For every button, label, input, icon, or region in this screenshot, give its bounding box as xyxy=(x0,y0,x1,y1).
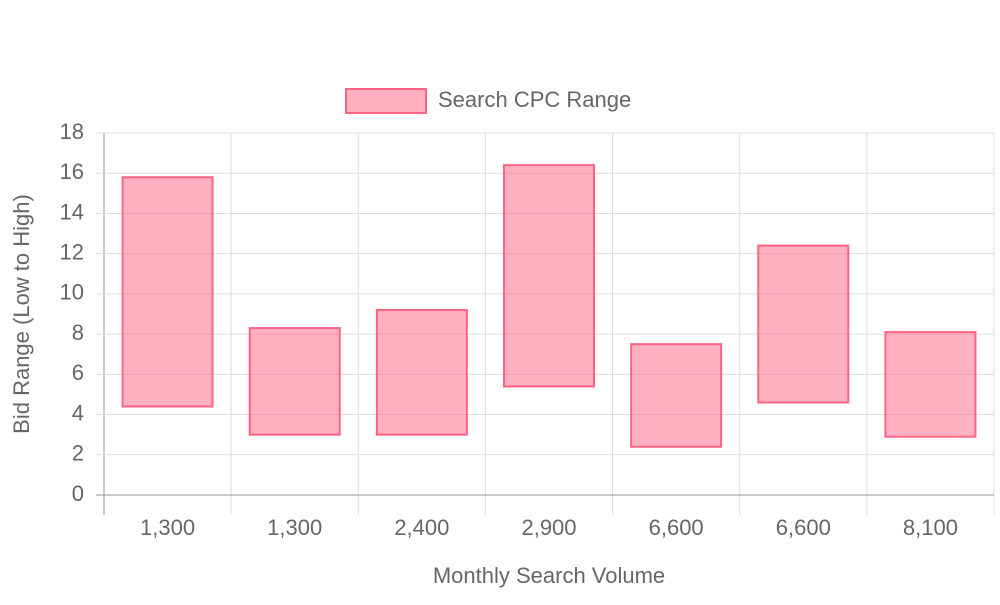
y-tick-label: 6 xyxy=(72,360,84,385)
bar xyxy=(248,327,341,436)
bar xyxy=(884,331,977,438)
x-tick-label: 6,600 xyxy=(649,515,704,540)
y-tick-label: 16 xyxy=(60,159,84,184)
y-tick-label: 18 xyxy=(60,119,84,144)
x-tick-label: 2,400 xyxy=(394,515,449,540)
x-tick-label: 8,100 xyxy=(903,515,958,540)
x-tick-label: 6,600 xyxy=(776,515,831,540)
y-tick-label: 4 xyxy=(72,400,84,425)
bar xyxy=(757,244,850,404)
x-tick-label: 1,300 xyxy=(140,515,195,540)
legend-label: Search CPC Range xyxy=(438,87,631,112)
x-axis-title: Monthly Search Volume xyxy=(433,563,665,588)
y-tick-label: 10 xyxy=(60,280,84,305)
bar xyxy=(121,176,214,408)
y-tick-label: 0 xyxy=(72,481,84,506)
y-tick-label: 12 xyxy=(60,239,84,264)
y-axis-title: Bid Range (Low to High) xyxy=(9,194,34,434)
x-tick-label: 1,300 xyxy=(267,515,322,540)
bar xyxy=(375,308,468,436)
bar xyxy=(630,343,723,448)
x-tick-label: 2,900 xyxy=(521,515,576,540)
legend-swatch xyxy=(345,88,427,114)
bar xyxy=(503,164,595,388)
y-tick-label: 8 xyxy=(72,320,84,345)
y-tick-label: 14 xyxy=(60,199,84,224)
y-tick-label: 2 xyxy=(72,441,84,466)
